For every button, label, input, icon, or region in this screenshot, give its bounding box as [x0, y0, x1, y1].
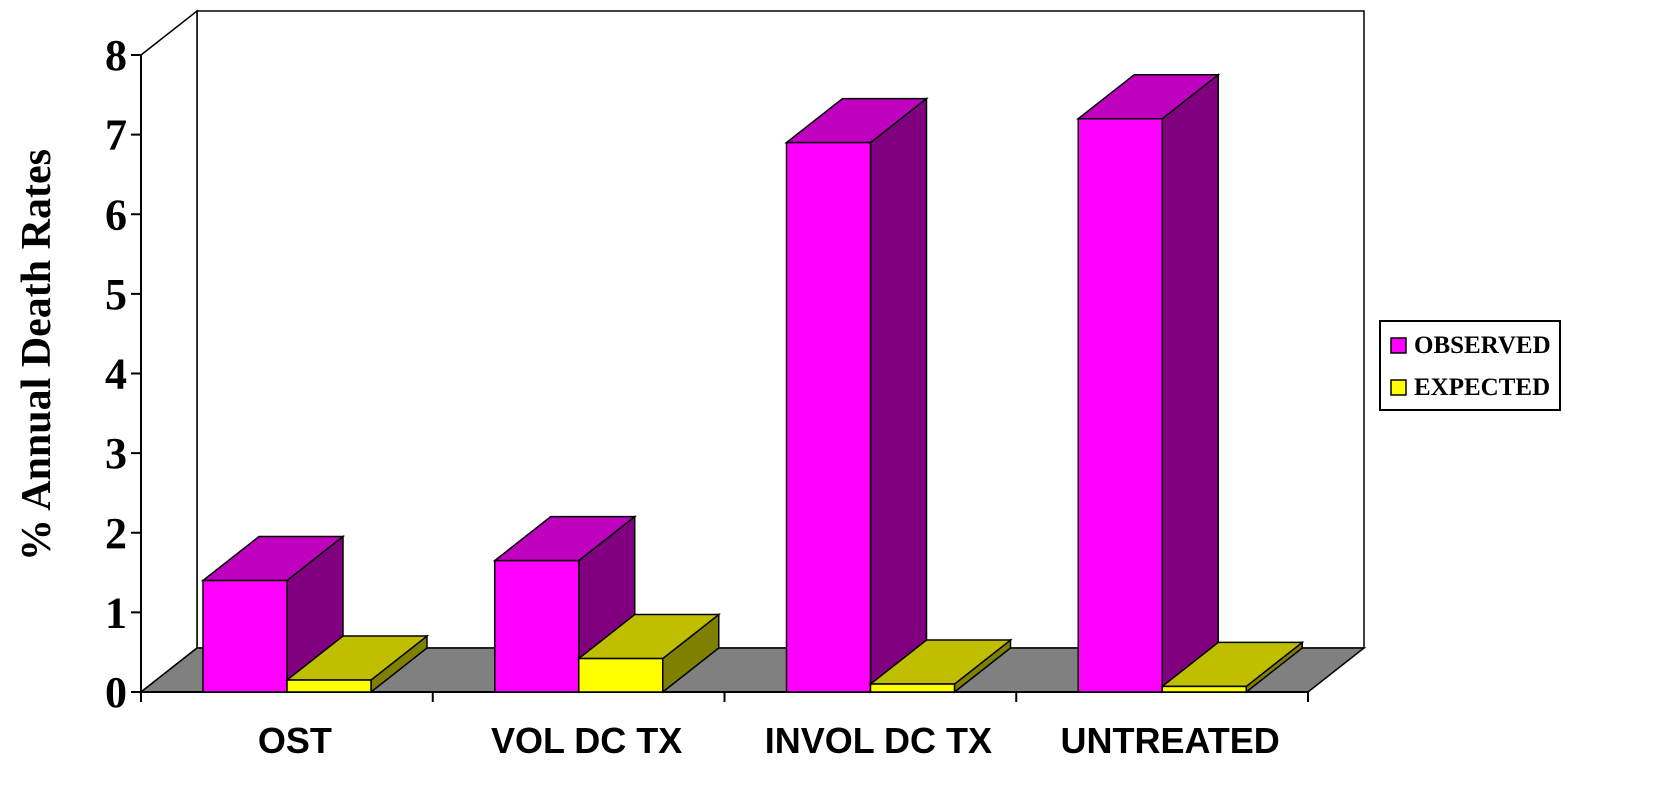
side-wall	[140, 9, 198, 694]
chart-bars	[200, 73, 1305, 694]
bar-expected-1-front	[578, 657, 664, 693]
bar-observed-0	[200, 534, 346, 694]
legend: OBSERVED EXPECTED	[1379, 320, 1561, 411]
bar-observed-2-front	[785, 141, 872, 693]
y-tick-label: 0	[105, 668, 127, 717]
y-axis-label: % Annual Death Rates	[14, 149, 60, 561]
y-tick-label: 2	[105, 509, 127, 558]
y-tick-label: 8	[105, 31, 127, 80]
y-tick-label: 6	[105, 190, 127, 239]
bar-expected-0-front	[286, 679, 372, 693]
legend-label: EXPECTED	[1414, 374, 1550, 401]
bar-expected-1	[576, 613, 721, 694]
bar-expected-0	[284, 634, 430, 694]
bar-observed-3-front	[1077, 117, 1163, 693]
bar-expected-2	[868, 638, 1013, 694]
bar-observed-2-side	[869, 97, 928, 694]
legend-box	[1379, 320, 1561, 411]
bar-observed-1-front	[494, 559, 580, 693]
legend-label: OBSERVED	[1414, 332, 1551, 359]
bar-observed-2	[784, 97, 929, 694]
y-tick-label: 5	[105, 270, 127, 319]
legend-swatch	[1390, 379, 1407, 396]
y-tick-label: 4	[105, 350, 127, 399]
x-category-labels: OST VOL DC TX INVOL DC TX UNTREATED	[258, 720, 1280, 761]
x-category-label: INVOL DC TX	[765, 720, 992, 761]
y-tick-label: 7	[105, 111, 127, 160]
bar-expected-3-front	[1161, 685, 1247, 693]
bar-observed-3	[1076, 73, 1221, 694]
y-tick-label: 3	[105, 429, 127, 478]
legend-swatch	[1390, 337, 1407, 354]
y-tick-labels: 0 1 2 3 4 5 6 7 8	[105, 31, 127, 717]
bar-expected-3	[1160, 640, 1305, 694]
bar-expected-2-front	[869, 683, 956, 693]
x-category-label: OST	[258, 720, 332, 761]
y-tick-label: 1	[105, 588, 127, 637]
x-category-label: VOL DC TX	[491, 720, 682, 761]
x-category-label: UNTREATED	[1060, 720, 1279, 761]
bar-observed-0-front	[202, 579, 288, 693]
bar-observed-3-side	[1161, 73, 1219, 694]
